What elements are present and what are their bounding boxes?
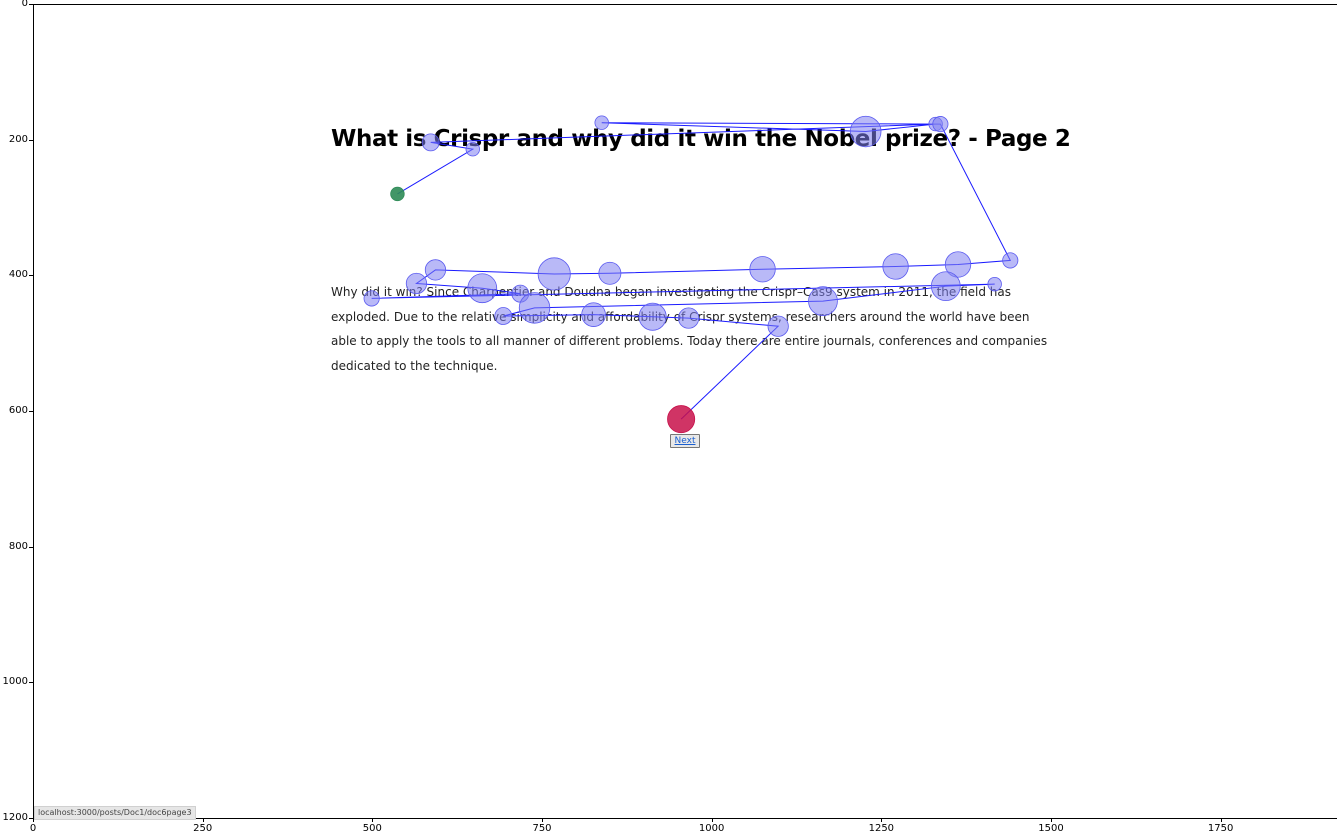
x-tick-label: 1750: [1207, 823, 1234, 834]
status-bar-url: localhost:3000/posts/Doc1/doc6page3: [34, 806, 196, 820]
x-tick-mark: [33, 818, 34, 822]
y-tick-label: 400: [8, 269, 28, 281]
x-tick-label: 750: [532, 823, 552, 834]
y-tick-mark: [29, 4, 33, 5]
y-tick-label: 800: [8, 540, 28, 552]
x-tick-label: 500: [362, 823, 382, 834]
page-title: What is Crispr and why did it win the No…: [331, 126, 1071, 152]
y-tick-mark: [29, 682, 33, 684]
y-tick-mark: [29, 546, 33, 548]
x-tick-label: 1000: [698, 823, 725, 834]
x-tick-mark: [881, 818, 883, 822]
top-border: [33, 4, 1337, 5]
start-fixation-point: [390, 186, 405, 202]
fixation-point: [944, 251, 972, 278]
x-tick-mark: [372, 818, 374, 822]
y-tick-label: 1200: [2, 812, 28, 823]
x-tick-mark: [542, 818, 543, 822]
next-button[interactable]: Next: [670, 434, 700, 448]
x-tick-label: 0: [29, 823, 37, 834]
y-axis-line: [33, 4, 34, 819]
page-body-text: Why did it win? Since Charpentier and Do…: [331, 285, 1048, 373]
x-tick-label: 250: [193, 823, 213, 834]
x-axis-line: [33, 818, 1337, 819]
x-tick-mark: [202, 818, 204, 822]
x-tick-label: 1250: [868, 823, 895, 834]
y-tick-mark: [29, 818, 33, 819]
x-tick-mark: [1051, 818, 1052, 822]
y-tick-label: 200: [8, 133, 28, 145]
end-fixation-point: [667, 405, 696, 434]
fixation-point: [1002, 252, 1019, 269]
fixation-point: [424, 259, 447, 281]
y-tick-label: 1000: [2, 676, 28, 688]
x-tick-label: 1500: [1038, 823, 1064, 834]
y-tick-mark: [29, 411, 33, 412]
y-tick-label: 0: [21, 0, 28, 9]
x-tick-mark: [1220, 818, 1222, 822]
y-tick-mark: [29, 139, 33, 141]
x-tick-mark: [711, 818, 713, 822]
y-tick-mark: [29, 275, 33, 277]
fixation-point: [882, 253, 909, 280]
y-tick-label: 600: [8, 405, 28, 416]
fixation-point: [749, 256, 776, 283]
